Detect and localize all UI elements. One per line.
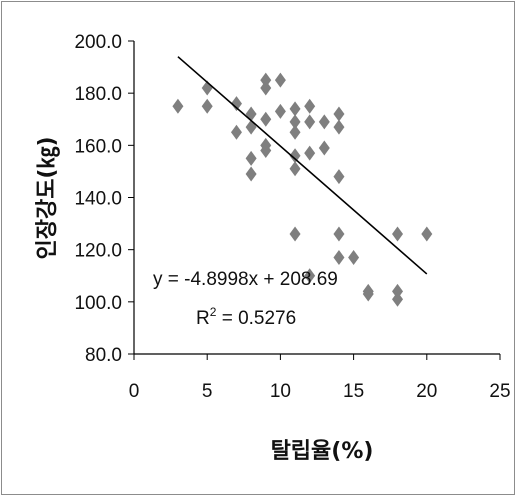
data-point (289, 226, 301, 242)
y-tick-label: 80.0 (85, 345, 122, 366)
data-point (333, 119, 345, 135)
axes (133, 41, 500, 355)
data-point (172, 98, 184, 114)
data-point (245, 150, 257, 166)
y-tick-label: 180.0 (74, 84, 122, 105)
r-squared-label: R2 = 0.5276 (196, 305, 296, 329)
data-point (230, 96, 242, 112)
trendline (177, 56, 428, 275)
x-tick-label: 5 (202, 381, 213, 402)
data-point (362, 286, 374, 302)
data-point (333, 226, 345, 242)
y-tick-label: 120.0 (74, 241, 122, 262)
data-point (421, 226, 433, 242)
y-tick-label: 200.0 (74, 32, 122, 53)
data-point (289, 148, 301, 164)
data-point (304, 145, 316, 161)
data-point (304, 98, 316, 114)
data-point (260, 143, 272, 159)
trendline-equation: y = -4.8998x + 208.69 (153, 269, 338, 290)
data-point (348, 249, 360, 265)
data-point (304, 114, 316, 130)
data-point (274, 103, 286, 119)
data-point (201, 98, 213, 114)
data-point (333, 169, 345, 185)
data-point (392, 226, 404, 242)
x-tick-label: 0 (129, 381, 140, 402)
data-point (318, 114, 330, 130)
data-point (230, 124, 242, 140)
y-tick-label: 160.0 (74, 136, 122, 157)
x-tick-label: 10 (270, 381, 291, 402)
y-axis-title: 인장강도(㎏) (35, 136, 61, 259)
data-point (245, 166, 257, 182)
data-point (289, 114, 301, 130)
data-point (289, 101, 301, 117)
x-ticks: 0 5 10 15 20 25 (129, 354, 511, 402)
data-point (392, 291, 404, 307)
data-point (333, 106, 345, 122)
data-point (274, 72, 286, 88)
y-tick-label: 140.0 (74, 189, 122, 210)
data-point (304, 268, 316, 284)
data-point (245, 119, 257, 135)
data-point (318, 140, 330, 156)
data-point (260, 80, 272, 96)
y-tick-label: 100.0 (74, 293, 122, 314)
data-point (392, 283, 404, 299)
data-point (260, 111, 272, 127)
data-point (289, 124, 301, 140)
data-point (260, 72, 272, 88)
x-tick-label: 15 (343, 381, 364, 402)
x-axis-title: 탈립율(%) (271, 439, 374, 464)
y-ticks: 80.0 100.0 120.0 140.0 160.0 180.0 200.0 (74, 32, 134, 366)
x-tick-label: 25 (489, 381, 510, 402)
data-point (245, 106, 257, 122)
x-tick-label: 20 (416, 381, 437, 402)
data-point (333, 249, 345, 265)
data-points (172, 72, 433, 307)
data-point (289, 161, 301, 177)
